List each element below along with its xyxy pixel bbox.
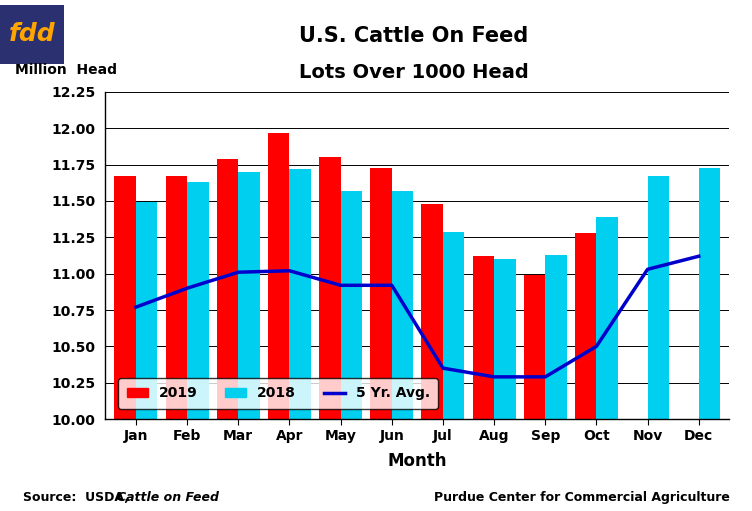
Bar <box>319 157 341 419</box>
Bar <box>187 182 208 419</box>
Bar <box>699 168 720 419</box>
Text: Purdue Center for Commercial Agriculture: Purdue Center for Commercial Agriculture <box>434 491 729 504</box>
Bar <box>443 231 465 419</box>
Bar <box>524 275 545 419</box>
Bar <box>268 133 290 419</box>
Text: Lots Over 1000 Head: Lots Over 1000 Head <box>299 63 529 82</box>
Text: Source:  USDA,: Source: USDA, <box>23 491 133 504</box>
Bar <box>472 256 494 419</box>
Bar <box>647 176 669 419</box>
Bar <box>370 168 392 419</box>
Bar <box>341 191 362 419</box>
Bar <box>165 176 187 419</box>
Bar <box>392 191 414 419</box>
Bar <box>238 172 259 419</box>
Bar <box>114 176 136 419</box>
Bar <box>545 255 567 419</box>
X-axis label: Month: Month <box>387 452 447 470</box>
Bar <box>290 169 311 419</box>
Text: fdd: fdd <box>8 22 56 47</box>
Text: Million  Head: Million Head <box>15 63 117 77</box>
Bar <box>136 202 157 419</box>
Bar <box>494 259 516 419</box>
Bar <box>217 159 238 419</box>
Bar <box>596 217 618 419</box>
Legend: 2019, 2018, 5 Yr. Avg.: 2019, 2018, 5 Yr. Avg. <box>119 378 438 409</box>
Bar <box>575 233 596 419</box>
Bar <box>421 204 443 419</box>
Text: U.S. Cattle On Feed: U.S. Cattle On Feed <box>299 26 528 46</box>
Text: Cattle on Feed: Cattle on Feed <box>117 491 219 504</box>
